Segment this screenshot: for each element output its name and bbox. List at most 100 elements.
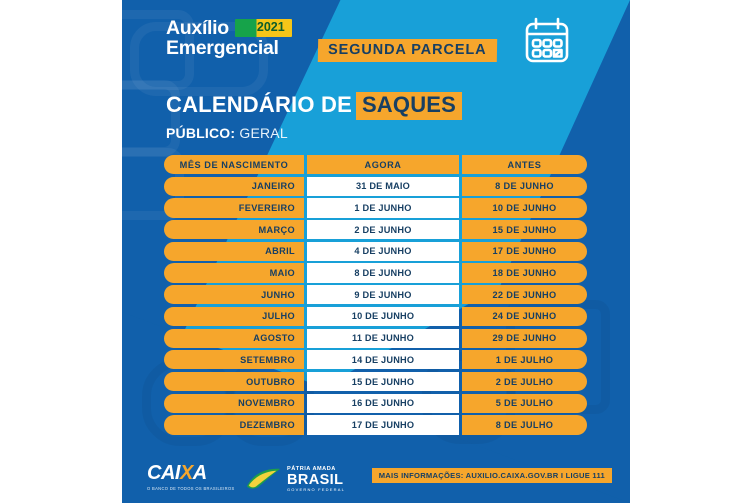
table-row: JULHO 10 DE JUNHO 24 DE JUNHO xyxy=(164,306,588,327)
cell-agora: 10 DE JUNHO xyxy=(307,306,459,327)
cell-text: 10 DE JUNHO xyxy=(351,311,415,322)
cell-agora: 15 DE JUNHO xyxy=(307,371,459,392)
header-cell-agora: AGORA xyxy=(307,155,459,175)
cell-text: 15 DE JUNHO xyxy=(492,224,557,235)
cell-month: JANEIRO xyxy=(164,176,304,196)
header-label: MÊS DE NASCIMENTO xyxy=(179,159,289,170)
cell-text: 1 DE JUNHO xyxy=(354,203,412,214)
watermark-shape xyxy=(130,22,268,96)
brasil-line-3: GOVERNO FEDERAL xyxy=(287,487,346,492)
footer: CAIXA O BANCO DE TODOS OS BRASILEIROS PÁ… xyxy=(122,449,630,503)
cell-text: NOVEMBRO xyxy=(238,398,295,409)
cell-month: MARÇO xyxy=(164,220,304,240)
cell-month: OUTUBRO xyxy=(164,371,304,392)
public-label: PÚBLICO: xyxy=(166,125,236,141)
cell-antes: 8 DE JUNHO xyxy=(462,176,587,196)
cell-text: DEZEMBRO xyxy=(239,419,295,430)
table-row: AGOSTO 11 DE JUNHO 29 DE JUNHO xyxy=(164,328,588,348)
cell-antes: 24 DE JUNHO xyxy=(462,306,587,327)
cell-text: 10 DE JUNHO xyxy=(492,203,557,214)
cell-antes: 15 DE JUNHO xyxy=(462,220,587,240)
title-prefix: CALENDÁRIO DE xyxy=(166,92,352,117)
cell-antes: 10 DE JUNHO xyxy=(462,198,587,218)
caixa-text-part: A xyxy=(192,462,207,484)
table-row: MARÇO 2 DE JUNHO 15 DE JUNHO xyxy=(164,220,588,240)
cell-agora: 17 DE JUNHO xyxy=(307,415,459,435)
cell-month: JUNHO xyxy=(164,285,304,305)
cell-text: 11 DE JUNHO xyxy=(352,333,414,344)
calendar-table: MÊS DE NASCIMENTO AGORA ANTES JANEIRO 31 … xyxy=(164,155,588,437)
cell-text: AGOSTO xyxy=(253,333,295,344)
header-cell-month: MÊS DE NASCIMENTO xyxy=(164,155,304,175)
table-row: MAIO 8 DE JUNHO 18 DE JUNHO xyxy=(164,263,588,283)
brasil-line-1: PÁTRIA AMADA xyxy=(287,465,336,472)
cell-text: 2 DE JUNHO xyxy=(354,224,412,235)
cell-month: AGOSTO xyxy=(164,328,304,348)
cell-agora: 14 DE JUNHO xyxy=(307,350,459,370)
cell-text: JANEIRO xyxy=(251,181,295,192)
cell-agora: 31 DE MAIO xyxy=(307,176,459,196)
cell-text: 9 DE JUNHO xyxy=(354,289,412,300)
caixa-text-part: CAI xyxy=(147,462,180,484)
public-subtitle: PÚBLICO: GERAL xyxy=(166,125,462,141)
public-value: GERAL xyxy=(239,125,288,141)
cell-text: 17 DE JUNHO xyxy=(492,246,557,257)
table-row: OUTUBRO 15 DE JUNHO 2 DE JULHO xyxy=(164,371,588,392)
cell-antes: 2 DE JULHO xyxy=(462,371,587,392)
cell-text: 16 DE JUNHO xyxy=(351,398,415,409)
cell-antes: 5 DE JULHO xyxy=(462,393,587,413)
poster-card: Auxílio 2021 Emergencial SEGUNDA PARCELA xyxy=(122,0,630,503)
cell-text: JULHO xyxy=(262,311,295,322)
brasil-swoosh-icon xyxy=(246,469,281,490)
brand-line-2: Emergencial xyxy=(166,37,279,60)
table-row: NOVEMBRO 16 DE JUNHO 5 DE JULHO xyxy=(164,393,588,413)
caixa-logo: CAIXA O BANCO DE TODOS OS BRASILEIROS xyxy=(147,462,235,491)
cell-text: 18 DE JUNHO xyxy=(492,268,557,279)
header-label: AGORA xyxy=(364,159,402,170)
year-badge: 2021 xyxy=(234,19,292,37)
cell-text: MARÇO xyxy=(258,224,295,235)
cell-text: 8 DE JULHO xyxy=(495,419,554,430)
cell-month: DEZEMBRO xyxy=(164,415,304,435)
cell-agora: 9 DE JUNHO xyxy=(307,285,459,305)
cell-month: FEVEREIRO xyxy=(164,198,304,218)
watermark-shape xyxy=(122,10,194,90)
cell-text: 15 DE JUNHO xyxy=(351,376,415,387)
cell-text: 4 DE JUNHO xyxy=(354,246,412,257)
cell-agora: 4 DE JUNHO xyxy=(307,241,459,262)
title-highlight: SAQUES xyxy=(355,92,463,120)
table-row: SETEMBRO 14 DE JUNHO 1 DE JULHO xyxy=(164,350,588,370)
cell-text: 8 DE JUNHO xyxy=(354,268,412,279)
header-label: ANTES xyxy=(507,159,542,170)
cell-antes: 18 DE JUNHO xyxy=(462,263,587,283)
title-block: CALENDÁRIO DE SAQUES PÚBLICO: GERAL xyxy=(166,92,463,141)
caixa-wordmark: CAIXA xyxy=(147,462,235,485)
cell-agora: 11 DE JUNHO xyxy=(307,328,459,348)
cell-text: FEVEREIRO xyxy=(238,203,295,214)
cell-text: 22 DE JUNHO xyxy=(492,289,557,300)
cell-text: OUTUBRO xyxy=(246,376,295,387)
cell-text: MAIO xyxy=(269,268,295,279)
cell-text: 5 DE JULHO xyxy=(495,398,554,409)
cell-text: ABRIL xyxy=(265,246,295,257)
calendar-icon xyxy=(522,16,572,71)
cell-antes: 29 DE JUNHO xyxy=(462,328,587,348)
table-row: DEZEMBRO 17 DE JUNHO 8 DE JULHO xyxy=(164,415,588,435)
cell-text: 14 DE JUNHO xyxy=(351,354,415,365)
cell-text: 2 DE JULHO xyxy=(495,376,554,387)
cell-text: 31 DE MAIO xyxy=(355,181,411,192)
cell-agora: 8 DE JUNHO xyxy=(307,263,459,283)
cell-month: JULHO xyxy=(164,306,304,327)
cell-agora: 2 DE JUNHO xyxy=(307,220,459,240)
cell-agora: 16 DE JUNHO xyxy=(307,393,459,413)
more-info-banner: MAIS INFORMAÇÕES: AUXILIO.CAIXA.GOV.BR I… xyxy=(371,468,612,483)
cell-text: 1 DE JULHO xyxy=(495,354,554,365)
cell-antes: 22 DE JUNHO xyxy=(462,285,587,305)
brasil-logo: PÁTRIA AMADA BRASIL GOVERNO FEDERAL xyxy=(245,465,346,492)
page-title: CALENDÁRIO DE SAQUES xyxy=(166,92,463,120)
cell-month: NOVEMBRO xyxy=(164,393,304,413)
cell-text: 29 DE JUNHO xyxy=(492,333,557,344)
cell-agora: 1 DE JUNHO xyxy=(307,198,459,218)
cell-month: ABRIL xyxy=(164,241,304,262)
